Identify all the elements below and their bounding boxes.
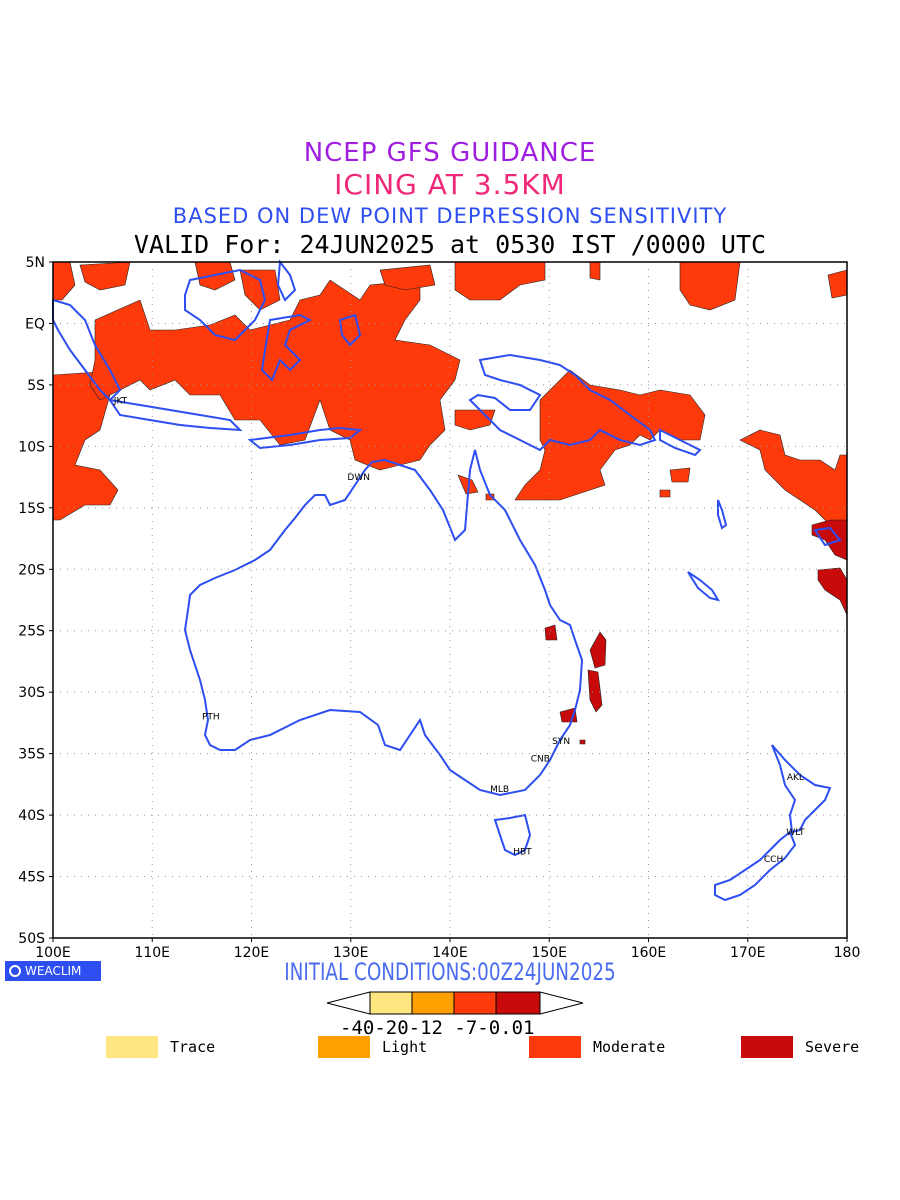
city-label: HBT	[513, 848, 532, 858]
graticule	[53, 262, 847, 938]
legend-severe-label: Severe	[805, 1038, 860, 1056]
lat-tick-label: 25S	[18, 624, 45, 640]
city-label: JKT	[113, 397, 128, 407]
colorbar-moderate	[453, 991, 497, 1015]
lat-tick-label: 5N	[26, 255, 45, 271]
title-line-2: ICING AT 3.5KM	[334, 168, 566, 201]
lat-tick-label: 45S	[18, 870, 45, 886]
latitude-ticks: 5N EQ 5S 10S 15S 20S 25S 30S 35S 40S 45S 50S	[18, 255, 53, 947]
colorbar-trace	[369, 991, 413, 1015]
lat-tick-label: 20S	[18, 562, 45, 578]
initial-conditions: INITIAL CONDITIONS:00Z24JUN2025	[284, 958, 616, 986]
lon-tick-label: 100E	[35, 945, 71, 961]
legend-light: Light	[318, 1036, 427, 1058]
city-label: CCH	[764, 855, 783, 865]
city-label: SYN	[552, 737, 570, 747]
city-label: AKL	[787, 773, 804, 783]
city-label: DWN	[347, 473, 370, 483]
colorbar-severe	[495, 991, 541, 1015]
legend-severe: Severe	[741, 1036, 859, 1058]
legend-trace-swatch	[106, 1036, 158, 1058]
logo-text: WEACLIM	[25, 964, 82, 978]
title-line-1: NCEP GFS GUIDANCE	[303, 138, 597, 168]
lat-tick-label: 40S	[18, 808, 45, 824]
colorbar-labels: -40-20-12 -7-0.01	[340, 1017, 535, 1039]
lon-tick-label: 180	[834, 945, 861, 961]
lat-tick-label: 50S	[18, 931, 45, 947]
legend-light-label: Light	[382, 1038, 428, 1056]
legend-moderate-label: Moderate	[593, 1038, 666, 1056]
lon-tick-label: 170E	[730, 945, 766, 961]
legend-moderate-swatch	[529, 1036, 581, 1058]
legend-trace: Trace	[106, 1036, 215, 1058]
legend-trace-label: Trace	[170, 1038, 216, 1056]
lon-tick-label: 150E	[531, 945, 567, 961]
title-line-3: BASED ON DEW POINT DEPRESSION SENSITIVIT…	[172, 204, 728, 228]
city-label: MLB	[490, 785, 509, 795]
lon-tick-label: 110E	[134, 945, 170, 961]
lat-tick-label: EQ	[25, 316, 45, 332]
lat-tick-label: 30S	[18, 685, 45, 701]
lat-tick-label: 15S	[18, 501, 45, 517]
lat-tick-label: 5S	[27, 378, 45, 394]
lon-tick-label: 160E	[631, 945, 667, 961]
city-label: CNB	[531, 754, 550, 764]
lat-tick-label: 10S	[18, 439, 45, 455]
longitude-ticks: 100E 110E 120E 130E 140E 150E 160E 170E 180	[35, 938, 860, 961]
lon-tick-label: 130E	[333, 945, 369, 961]
icing-areas-moderate	[52, 261, 848, 526]
colorbar	[326, 991, 584, 1015]
colorbar-right-arrow	[539, 991, 584, 1015]
legend-moderate: Moderate	[529, 1036, 665, 1058]
legend-light-swatch	[318, 1036, 370, 1058]
city-label: PTH	[202, 713, 220, 723]
lon-tick-label: 140E	[432, 945, 468, 961]
lat-tick-label: 35S	[18, 747, 45, 763]
valid-time: VALID For: 24JUN2025 at 0530 IST /0000 U…	[133, 230, 767, 259]
coastlines	[52, 259, 842, 902]
logo-ring-icon	[9, 965, 21, 977]
legend-severe-swatch	[741, 1036, 793, 1058]
icing-areas-severe	[544, 519, 848, 745]
city-label: WLT	[786, 828, 805, 838]
colorbar-left-arrow	[326, 991, 371, 1015]
colorbar-light	[411, 991, 455, 1015]
lon-tick-label: 120E	[234, 945, 270, 961]
weaclim-logo: WEACLIM	[5, 961, 101, 981]
